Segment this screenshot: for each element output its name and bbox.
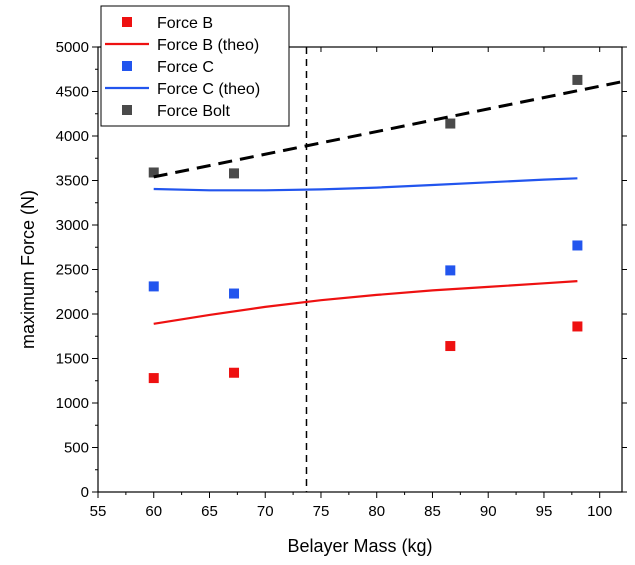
data-point-4 [445,118,456,129]
x-tick-label: 95 [536,503,553,520]
y-tick-label: 2500 [56,262,89,279]
y-tick-label: 3500 [56,173,89,190]
x-axis-title: Belayer Mass (kg) [287,536,432,556]
legend-box [100,5,290,127]
legend-marker-swatch [122,61,132,71]
series-line-3 [153,177,578,192]
data-point-2 [229,288,240,299]
y-axis: 0 500 1000 1500 2000 2500 3000 3500 4000 4500 5000 [56,39,627,501]
legend-label: Force Bolt [157,103,230,120]
y-tick-label: 1000 [56,395,89,412]
y-axis-title: maximum Force (N) [18,190,38,349]
data-point-4 [148,167,159,178]
y-tick-label: 2000 [56,306,89,323]
x-tick-label: 55 [90,503,107,520]
x-tick-label: 80 [368,503,385,520]
data-point-2 [148,281,159,292]
data-point-0 [229,367,240,378]
legend: Force B Force B (theo) Force C Force C (the… [100,5,290,127]
y-tick-label: 1500 [56,351,89,368]
x-tick-label: 75 [313,503,330,520]
data-point-2 [445,265,456,276]
data-point-0 [445,341,456,352]
y-tick-label: 3000 [56,217,89,234]
data-point-4 [229,168,240,179]
y-tick-label: 0 [81,484,89,501]
legend-label: Force C (theo) [157,81,260,98]
x-tick-label: 65 [201,503,218,520]
x-tick-label: 90 [480,503,497,520]
x-tick-label: 100 [587,503,612,520]
series-line-1 [153,280,578,325]
series-layer [148,47,623,492]
x-axis: 55 60 65 70 75 80 85 90 95 100 [90,47,612,520]
y-tick-label: 500 [64,440,89,457]
y-tick-label: 5000 [56,39,89,56]
series-line-5 [153,80,623,179]
y-tick-label: 4500 [56,84,89,101]
data-point-4 [572,74,583,85]
x-tick-label: 70 [257,503,274,520]
data-point-0 [148,373,159,384]
legend-label: Force C [157,59,214,76]
legend-marker-swatch [122,17,132,27]
data-point-2 [572,240,583,251]
y-tick-label: 4000 [56,128,89,145]
legend-marker-swatch [122,105,132,115]
x-tick-label: 60 [145,503,162,520]
data-point-0 [572,321,583,332]
x-tick-label: 85 [424,503,441,520]
legend-label: Force B [157,15,213,32]
legend-label: Force B (theo) [157,37,259,54]
